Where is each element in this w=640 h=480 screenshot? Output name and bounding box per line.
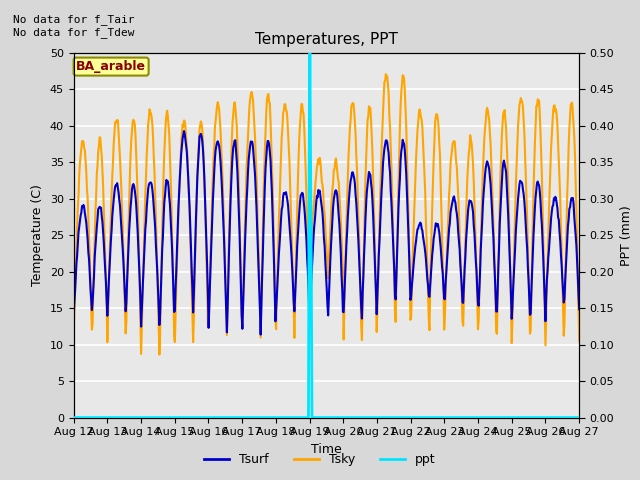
Legend: Tsurf, Tsky, ppt: Tsurf, Tsky, ppt	[199, 448, 441, 471]
Y-axis label: PPT (mm): PPT (mm)	[620, 205, 633, 265]
Text: BA_arable: BA_arable	[76, 60, 146, 73]
Text: No data for f_Tair
No data for f_Tdew: No data for f_Tair No data for f_Tdew	[13, 14, 134, 38]
Y-axis label: Temperature (C): Temperature (C)	[31, 184, 44, 286]
Title: Temperatures, PPT: Temperatures, PPT	[255, 33, 398, 48]
X-axis label: Time: Time	[311, 443, 342, 456]
